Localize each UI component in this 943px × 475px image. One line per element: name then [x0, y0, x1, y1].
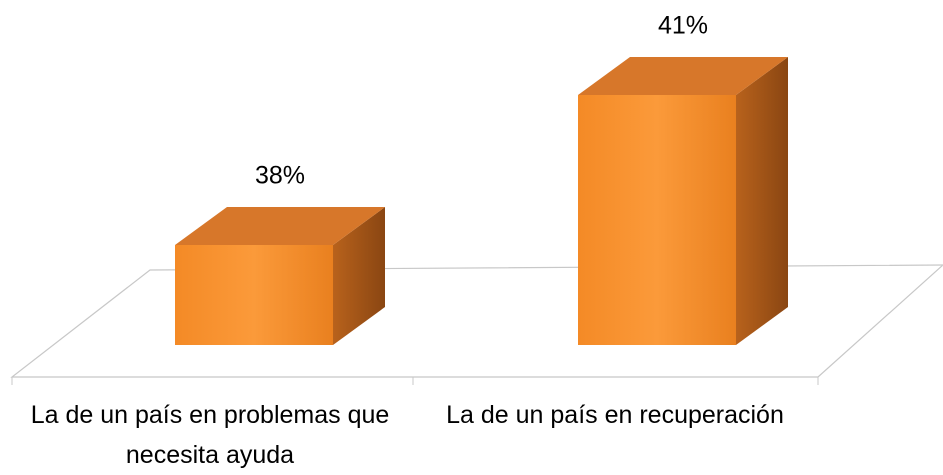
value-label: 41%	[658, 12, 708, 40]
category-label: La de un país en problemas que necesita …	[30, 401, 390, 469]
bar	[175, 245, 333, 345]
bar	[578, 95, 736, 345]
bar-top	[175, 207, 385, 245]
value-label: 38%	[255, 162, 305, 190]
category-label: La de un país en recuperación	[446, 401, 784, 429]
floor	[10, 264, 943, 378]
bar-top	[578, 57, 788, 95]
bar-side	[736, 57, 788, 345]
bar-side	[333, 207, 385, 345]
